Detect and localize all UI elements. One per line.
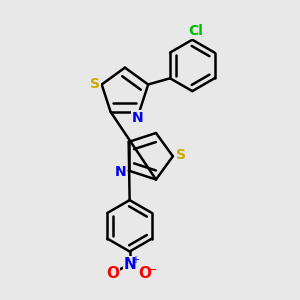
- Text: N: N: [115, 165, 127, 179]
- Text: N: N: [124, 256, 136, 272]
- Text: N: N: [132, 111, 143, 125]
- Text: +: +: [131, 255, 139, 265]
- Text: Cl: Cl: [188, 24, 203, 38]
- Text: O: O: [106, 266, 119, 281]
- Text: S: S: [176, 148, 186, 162]
- Text: −: −: [146, 264, 157, 278]
- Text: O: O: [138, 266, 151, 281]
- Text: S: S: [90, 76, 100, 91]
